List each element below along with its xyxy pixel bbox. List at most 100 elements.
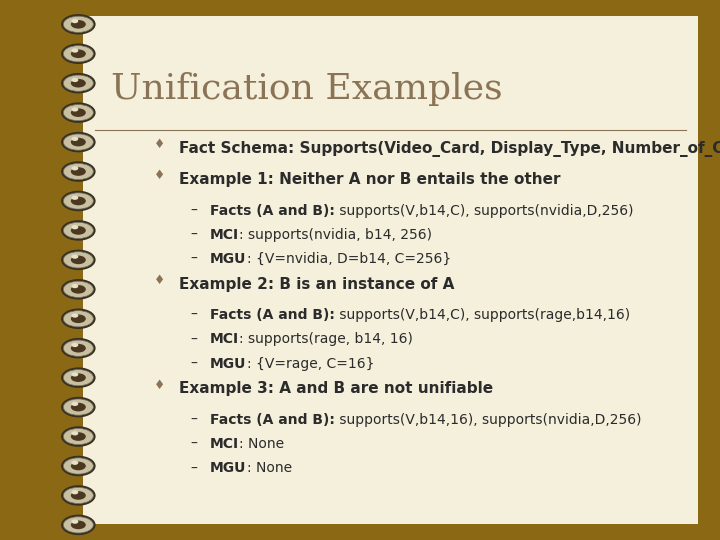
Ellipse shape bbox=[71, 343, 78, 347]
Ellipse shape bbox=[63, 517, 94, 533]
Ellipse shape bbox=[71, 137, 78, 141]
Ellipse shape bbox=[71, 314, 86, 323]
Ellipse shape bbox=[71, 284, 78, 288]
Text: Facts (A and B):: Facts (A and B): bbox=[210, 204, 335, 218]
Ellipse shape bbox=[61, 73, 96, 93]
Ellipse shape bbox=[71, 138, 86, 146]
Ellipse shape bbox=[71, 166, 78, 171]
Text: Facts (A and B):: Facts (A and B): bbox=[210, 413, 335, 427]
Ellipse shape bbox=[71, 432, 86, 441]
Text: –: – bbox=[191, 437, 197, 451]
Text: –: – bbox=[191, 333, 197, 347]
Text: : None: : None bbox=[247, 461, 292, 475]
Ellipse shape bbox=[61, 14, 96, 35]
Ellipse shape bbox=[71, 49, 78, 53]
Ellipse shape bbox=[61, 279, 96, 300]
Ellipse shape bbox=[63, 310, 94, 327]
Ellipse shape bbox=[61, 132, 96, 152]
Text: Example 1: Neither A nor B entails the other: Example 1: Neither A nor B entails the o… bbox=[179, 172, 561, 187]
Text: : None: : None bbox=[239, 437, 284, 451]
Ellipse shape bbox=[71, 195, 78, 200]
Ellipse shape bbox=[71, 491, 86, 500]
Text: –: – bbox=[191, 228, 197, 242]
Text: –: – bbox=[191, 252, 197, 266]
Text: Unification Examples: Unification Examples bbox=[110, 72, 502, 106]
FancyBboxPatch shape bbox=[83, 16, 698, 524]
Ellipse shape bbox=[71, 461, 78, 465]
Ellipse shape bbox=[63, 340, 94, 356]
Text: supports(V,b14,16), supports(nvidia,D,256): supports(V,b14,16), supports(nvidia,D,25… bbox=[335, 413, 642, 427]
Text: ♦: ♦ bbox=[153, 379, 165, 392]
Ellipse shape bbox=[71, 521, 86, 529]
Ellipse shape bbox=[61, 426, 96, 447]
Ellipse shape bbox=[71, 167, 86, 176]
Ellipse shape bbox=[71, 225, 78, 229]
Ellipse shape bbox=[63, 369, 94, 386]
Ellipse shape bbox=[71, 19, 78, 23]
Text: MGU: MGU bbox=[210, 461, 247, 475]
Text: MGU: MGU bbox=[210, 252, 247, 266]
Ellipse shape bbox=[71, 79, 86, 87]
Text: : {V=rage, C=16}: : {V=rage, C=16} bbox=[247, 357, 374, 371]
Ellipse shape bbox=[71, 109, 86, 117]
Text: –: – bbox=[191, 413, 197, 427]
Text: MCI: MCI bbox=[210, 437, 239, 451]
Ellipse shape bbox=[63, 222, 94, 239]
Ellipse shape bbox=[71, 285, 86, 294]
Text: –: – bbox=[191, 357, 197, 371]
Ellipse shape bbox=[61, 249, 96, 270]
Ellipse shape bbox=[71, 197, 86, 205]
Ellipse shape bbox=[63, 487, 94, 503]
Ellipse shape bbox=[61, 338, 96, 359]
Ellipse shape bbox=[63, 252, 94, 268]
Ellipse shape bbox=[63, 164, 94, 180]
Text: Fact Schema: Supports(Video_Card, Display_Type, Number_of_Colors): Fact Schema: Supports(Video_Card, Displa… bbox=[179, 140, 720, 157]
Ellipse shape bbox=[63, 458, 94, 474]
Ellipse shape bbox=[71, 344, 86, 353]
Text: –: – bbox=[191, 308, 197, 322]
Ellipse shape bbox=[71, 50, 86, 58]
Text: –: – bbox=[191, 461, 197, 475]
Ellipse shape bbox=[61, 191, 96, 211]
Ellipse shape bbox=[61, 161, 96, 182]
Ellipse shape bbox=[61, 367, 96, 388]
Ellipse shape bbox=[71, 254, 78, 259]
Ellipse shape bbox=[63, 134, 94, 150]
Ellipse shape bbox=[63, 46, 94, 62]
Text: ♦: ♦ bbox=[153, 274, 165, 287]
Text: ♦: ♦ bbox=[153, 138, 165, 151]
Ellipse shape bbox=[63, 105, 94, 121]
Text: supports(V,b14,C), supports(nvidia,D,256): supports(V,b14,C), supports(nvidia,D,256… bbox=[335, 204, 634, 218]
Ellipse shape bbox=[71, 462, 86, 470]
Ellipse shape bbox=[61, 44, 96, 64]
Text: supports(V,b14,C), supports(rage,b14,16): supports(V,b14,C), supports(rage,b14,16) bbox=[335, 308, 630, 322]
Text: Example 3: A and B are not unifiable: Example 3: A and B are not unifiable bbox=[179, 381, 494, 396]
Ellipse shape bbox=[71, 373, 86, 382]
Ellipse shape bbox=[71, 403, 86, 411]
Text: Facts (A and B):: Facts (A and B): bbox=[210, 308, 335, 322]
Text: –: – bbox=[191, 204, 197, 218]
Text: : {V=nvidia, D=b14, C=256}: : {V=nvidia, D=b14, C=256} bbox=[247, 252, 451, 266]
Text: Example 2: B is an instance of A: Example 2: B is an instance of A bbox=[179, 276, 455, 292]
Ellipse shape bbox=[71, 313, 78, 318]
Ellipse shape bbox=[61, 308, 96, 329]
Ellipse shape bbox=[63, 428, 94, 444]
Ellipse shape bbox=[61, 485, 96, 505]
Ellipse shape bbox=[63, 193, 94, 209]
Ellipse shape bbox=[63, 16, 94, 32]
Ellipse shape bbox=[63, 399, 94, 415]
Ellipse shape bbox=[71, 490, 78, 494]
Ellipse shape bbox=[61, 515, 96, 535]
Ellipse shape bbox=[61, 103, 96, 123]
Text: MCI: MCI bbox=[210, 333, 239, 347]
Ellipse shape bbox=[71, 402, 78, 406]
Text: ♦: ♦ bbox=[153, 170, 165, 183]
Text: MCI: MCI bbox=[210, 228, 239, 242]
Ellipse shape bbox=[61, 220, 96, 241]
Ellipse shape bbox=[61, 456, 96, 476]
Ellipse shape bbox=[63, 75, 94, 91]
Ellipse shape bbox=[71, 20, 86, 29]
Ellipse shape bbox=[71, 431, 78, 435]
Ellipse shape bbox=[71, 78, 78, 82]
Ellipse shape bbox=[71, 107, 78, 112]
